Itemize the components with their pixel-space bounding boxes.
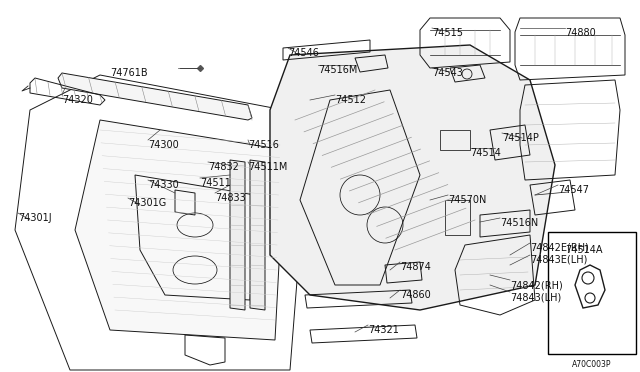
Text: 74874: 74874 xyxy=(400,262,431,272)
Polygon shape xyxy=(58,73,252,120)
Text: 74301J: 74301J xyxy=(18,213,52,223)
Text: 74515: 74515 xyxy=(432,28,463,38)
Text: 74512: 74512 xyxy=(335,95,366,105)
Text: 74300: 74300 xyxy=(148,140,179,150)
Polygon shape xyxy=(230,160,245,310)
Text: 74516: 74516 xyxy=(248,140,279,150)
Text: 74321: 74321 xyxy=(368,325,399,335)
Text: 74516M: 74516M xyxy=(318,65,357,75)
Text: 74516N: 74516N xyxy=(500,218,538,228)
Text: 74880: 74880 xyxy=(565,28,596,38)
Polygon shape xyxy=(270,45,555,310)
Text: 74511M: 74511M xyxy=(248,162,287,172)
Text: 74320: 74320 xyxy=(62,95,93,105)
Text: 74843(LH): 74843(LH) xyxy=(510,292,561,302)
Text: 74842E(RH): 74842E(RH) xyxy=(530,243,589,253)
Text: 74547: 74547 xyxy=(558,185,589,195)
Text: 74543: 74543 xyxy=(432,68,463,78)
Text: 74833: 74833 xyxy=(215,193,246,203)
Text: 74570N: 74570N xyxy=(448,195,486,205)
Text: 74546: 74546 xyxy=(288,48,319,58)
Bar xyxy=(548,232,636,354)
Text: 74514P: 74514P xyxy=(502,133,539,143)
Text: 74843E(LH): 74843E(LH) xyxy=(530,255,588,265)
Text: 74511: 74511 xyxy=(200,178,231,188)
Bar xyxy=(440,130,470,150)
Text: 74514: 74514 xyxy=(470,148,501,158)
Polygon shape xyxy=(75,120,285,340)
Text: 74514A: 74514A xyxy=(565,245,602,255)
Polygon shape xyxy=(250,160,265,310)
Text: 74860: 74860 xyxy=(400,290,431,300)
Text: 74832: 74832 xyxy=(208,162,239,172)
Bar xyxy=(445,200,470,235)
Text: 74761B: 74761B xyxy=(110,68,148,78)
Text: A70C003P: A70C003P xyxy=(572,360,611,369)
Text: 74330: 74330 xyxy=(148,180,179,190)
Text: 74301G: 74301G xyxy=(128,198,166,208)
Text: 74842(RH): 74842(RH) xyxy=(510,280,563,290)
